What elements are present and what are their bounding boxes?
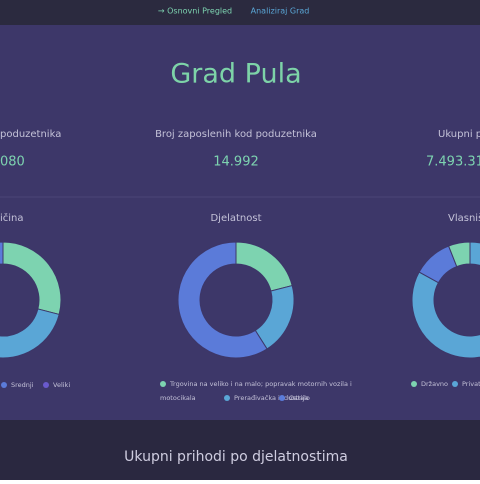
donut-segment xyxy=(0,241,4,265)
legend-swatch xyxy=(452,381,458,387)
section-band xyxy=(0,420,480,480)
legend-label: motocikala xyxy=(160,394,196,402)
legend-swatch xyxy=(224,395,230,401)
donut-segment xyxy=(448,241,471,268)
donut-segment xyxy=(0,308,60,359)
legend-swatch xyxy=(160,381,166,387)
legend-swatch xyxy=(1,382,7,388)
stat-label: Ukupni pri xyxy=(438,129,480,140)
stat-value: 7.493.310 xyxy=(426,155,480,170)
stat-label: Broj zaposlenih kod poduzetnika xyxy=(155,129,317,140)
legend-label: Trgovina na veliko i na malo; popravak m… xyxy=(169,380,352,388)
nav-link[interactable]: Analiziraj Grad xyxy=(251,7,310,16)
stat-value: 080 xyxy=(0,155,25,170)
legend-label: Privatn xyxy=(462,380,480,388)
legend-swatch xyxy=(411,381,417,387)
chart-title: ičina xyxy=(0,212,24,224)
legend-label: Prerađivačka industrija xyxy=(234,394,308,402)
section-title: Ukupni prihodi po djelatnostima xyxy=(124,449,348,465)
stat-value: 14.992 xyxy=(213,155,259,170)
stat-label: poduzetnika xyxy=(0,129,61,140)
legend-label: Veliki xyxy=(53,381,70,389)
legend-label: Srednji xyxy=(11,381,34,389)
chart-title: Vlasniš xyxy=(448,212,480,224)
legend-label: Državno xyxy=(421,380,448,388)
legend-swatch xyxy=(43,382,49,388)
nav-link[interactable]: → Osnovni Pregled xyxy=(158,7,232,16)
legend-label: Ostalo xyxy=(289,394,310,402)
page-title: Grad Pula xyxy=(170,59,301,90)
chart-title: Djelatnost xyxy=(210,213,261,224)
donut-segment xyxy=(177,241,268,359)
donut-segment xyxy=(411,241,480,359)
navbar xyxy=(0,0,480,25)
legend-swatch xyxy=(279,395,285,401)
